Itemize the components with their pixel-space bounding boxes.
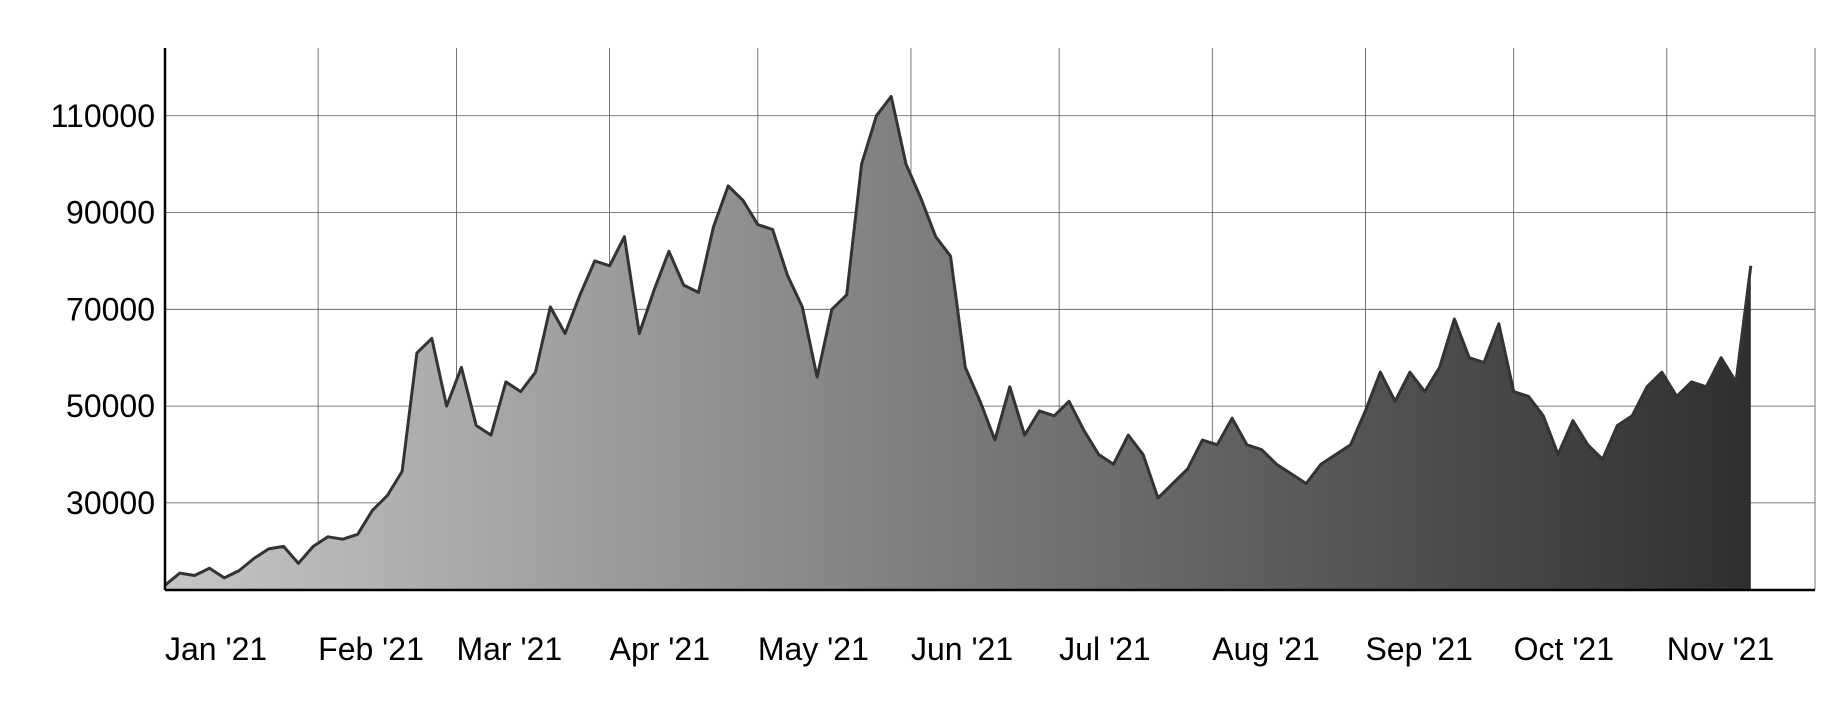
series-area-fill (165, 96, 1751, 591)
x-tick-label: Jun '21 (911, 631, 1013, 667)
y-axis-tick-labels: 30000 50000 70000 90000 110000 (51, 98, 155, 521)
y-tick-label: 110000 (51, 98, 155, 134)
x-tick-label: Aug '21 (1212, 631, 1320, 667)
x-tick-label: Sep '21 (1365, 631, 1473, 667)
x-axis-tick-labels: Jan '21 Feb '21 Mar '21 Apr '21 May '21 Jun '… (165, 631, 1774, 667)
y-tick-label: 30000 (66, 485, 155, 521)
x-tick-label: Apr '21 (610, 631, 710, 667)
y-tick-label: 50000 (66, 388, 155, 424)
x-tick-label: Jan '21 (165, 631, 267, 667)
x-tick-label: Mar '21 (456, 631, 562, 667)
x-tick-label: May '21 (758, 631, 869, 667)
x-tick-label: Oct '21 (1514, 631, 1614, 667)
x-tick-label: Jul '21 (1059, 631, 1151, 667)
y-tick-label: 70000 (66, 291, 155, 327)
x-tick-label: Feb '21 (318, 631, 424, 667)
y-tick-label: 90000 (66, 195, 155, 231)
x-tick-label: Nov '21 (1667, 631, 1775, 667)
axes (163, 48, 1815, 592)
series-line (164, 94, 1753, 587)
